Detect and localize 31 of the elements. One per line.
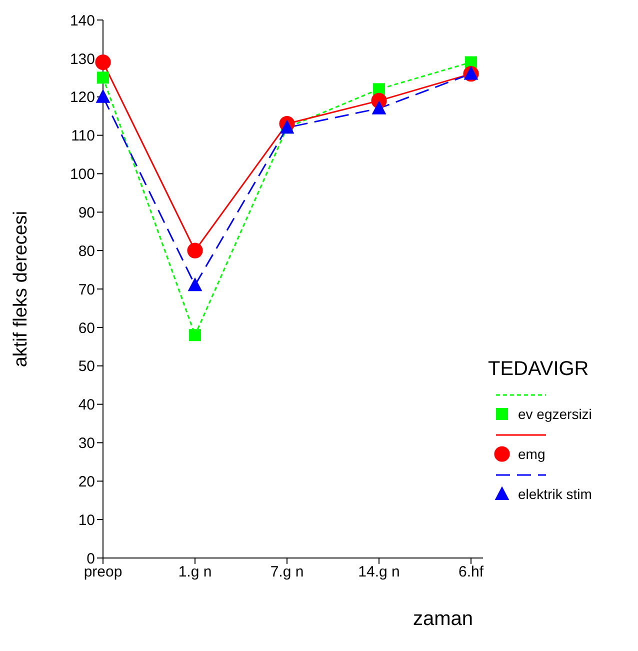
y-tick-label: 20 <box>78 473 95 490</box>
y-axis-title: aktif fleks derecesi <box>10 210 32 368</box>
point <box>189 329 201 342</box>
point <box>372 100 386 114</box>
legend-label: elektrik stim <box>518 486 592 502</box>
y-tick-label: 110 <box>71 128 95 145</box>
point <box>188 277 202 292</box>
legend-label: emg <box>518 446 546 462</box>
y-tick-label: 40 <box>78 396 95 414</box>
y-tick-label: 30 <box>78 435 95 452</box>
y-tick-label: 140 <box>70 12 95 30</box>
legend-title: TEDAVIGR <box>488 358 590 381</box>
x-tick-label: 14.g n <box>358 564 400 581</box>
y-tick-label: 10 <box>78 512 95 529</box>
y-tick-label: 80 <box>78 242 95 260</box>
y-tick-label: 60 <box>78 320 95 337</box>
x-axis-title: zaman <box>413 608 474 631</box>
point <box>95 54 111 70</box>
y-tick-label: 100 <box>70 166 95 184</box>
point <box>96 89 110 103</box>
x-tick-label: 7.g n <box>270 564 304 581</box>
x-tick-label: 6.hf <box>458 564 484 581</box>
y-tick-label: 50 <box>78 358 95 376</box>
y-tick-label: 130 <box>70 50 95 68</box>
y-tick-label: 70 <box>78 281 95 298</box>
x-tick-label: 1.g n <box>178 564 212 581</box>
point <box>97 72 109 84</box>
point <box>187 242 203 258</box>
legend-label: ev egzersizi <box>518 406 592 422</box>
y-tick-label: 120 <box>70 89 95 106</box>
y-tick-label: 90 <box>78 204 95 222</box>
